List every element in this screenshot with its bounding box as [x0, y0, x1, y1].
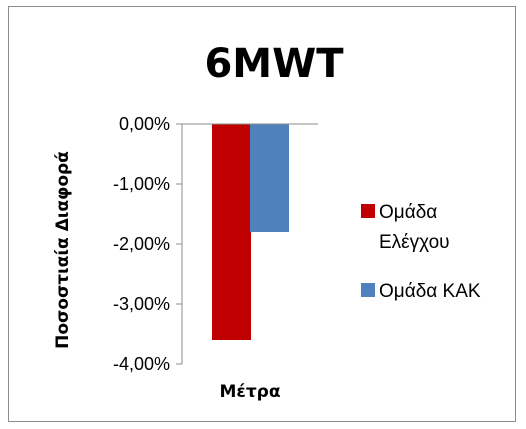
bar-kak-group — [250, 124, 289, 232]
legend-label-kak-group: Ομάδα ΚΑΚ — [379, 281, 481, 302]
y-axis-label: Ποσοστιαία Διαφορά — [53, 151, 73, 349]
chart-title: 6MWT — [204, 41, 344, 87]
y-tick-label: -1,00% — [113, 174, 170, 194]
legend-label-control-group: Ομάδα Ελέγχου — [379, 202, 450, 253]
y-tick-label: -2,00% — [113, 234, 170, 254]
y-tick-label: -4,00% — [113, 354, 170, 374]
legend-swatch-kak-group — [361, 283, 375, 297]
y-tick-label: -3,00% — [113, 294, 170, 314]
y-tick-label: 0,00% — [119, 114, 170, 134]
legend-swatch-control-group — [361, 204, 375, 218]
x-category-label: Μέτρα — [219, 382, 280, 402]
bar-control-group — [212, 124, 251, 340]
